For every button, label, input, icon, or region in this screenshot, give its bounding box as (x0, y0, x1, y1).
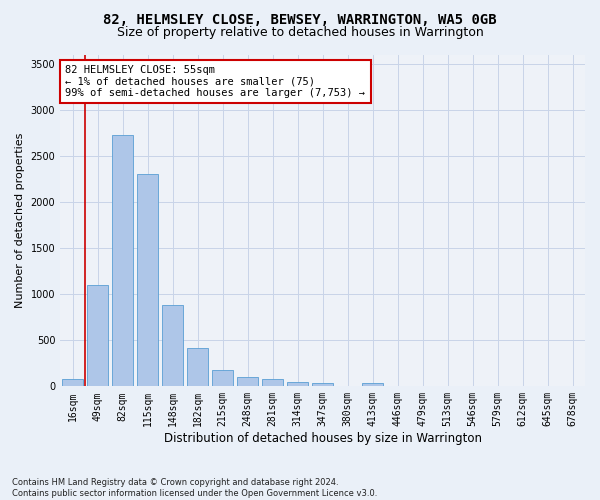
Bar (62, 380, 83, 386)
X-axis label: Distribution of detached houses by size in Warrington: Distribution of detached houses by size … (164, 432, 482, 445)
Bar (362, 383, 383, 386)
Bar (262, 380, 283, 386)
Y-axis label: Number of detached properties: Number of detached properties (15, 133, 25, 308)
Bar (312, 383, 333, 386)
Bar (212, 370, 233, 386)
Text: 82, HELMSLEY CLOSE, BEWSEY, WARRINGTON, WA5 0GB: 82, HELMSLEY CLOSE, BEWSEY, WARRINGTON, … (103, 12, 497, 26)
Bar (162, 306, 183, 386)
Bar (287, 382, 308, 386)
Text: 82 HELMSLEY CLOSE: 55sqm
← 1% of detached houses are smaller (75)
99% of semi-de: 82 HELMSLEY CLOSE: 55sqm ← 1% of detache… (65, 65, 365, 98)
Bar (187, 348, 208, 387)
Bar (87, 285, 108, 386)
Bar (237, 377, 258, 386)
Bar (137, 174, 158, 386)
Text: Contains HM Land Registry data © Crown copyright and database right 2024.
Contai: Contains HM Land Registry data © Crown c… (12, 478, 377, 498)
Text: Size of property relative to detached houses in Warrington: Size of property relative to detached ho… (116, 26, 484, 39)
Bar (112, 135, 133, 386)
